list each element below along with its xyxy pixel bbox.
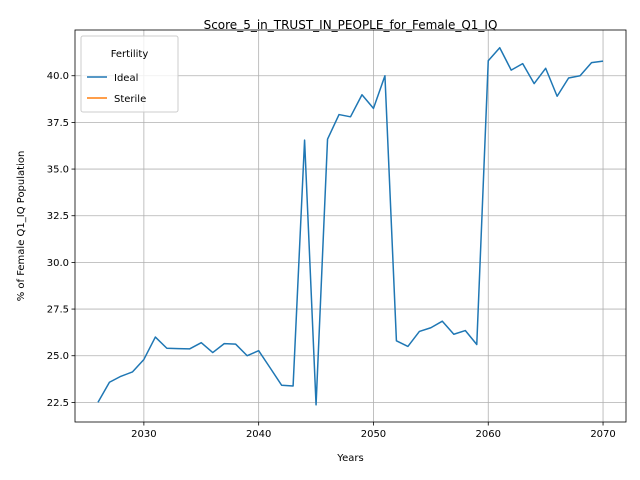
y-tick-label: 22.5 [47,398,69,409]
y-tick-label: 35.0 [47,165,69,176]
y-tick-label: 37.5 [47,118,69,129]
x-tick-label: 2050 [361,429,386,440]
y-tick-label: 30.0 [47,258,69,269]
x-tick-label: 2060 [476,429,501,440]
legend-title: Fertility [111,49,149,60]
legend: Fertility Ideal Sterile [80,35,179,113]
x-ticks: 2030 2040 2050 2060 2070 [131,422,616,440]
legend-box [80,35,179,113]
plot-lines [97,46,604,406]
x-tick-label: 2040 [246,429,271,440]
plot-frame [74,29,627,423]
y-axis-label: % of Female Q1_IQ Population [16,151,27,302]
x-tick-label: 2030 [131,429,156,440]
legend-label-sterile: Sterile [114,94,146,105]
x-tick-label: 2070 [590,429,615,440]
legend-label-ideal: Ideal [114,73,138,84]
y-tick-label: 25.0 [47,351,69,362]
y-tick-label: 40.0 [47,71,69,82]
gridlines [75,30,626,422]
y-ticks: 22.5 25.0 27.5 30.0 32.5 35.0 37.5 40.0 [47,71,75,409]
y-tick-label: 27.5 [47,305,69,316]
x-axis-label: Years [336,453,363,464]
chart-title: Score_5_in_TRUST_IN_PEOPLE_for_Female_Q1… [204,18,498,32]
series-line-ideal [97,46,604,406]
y-tick-label: 32.5 [47,211,69,222]
